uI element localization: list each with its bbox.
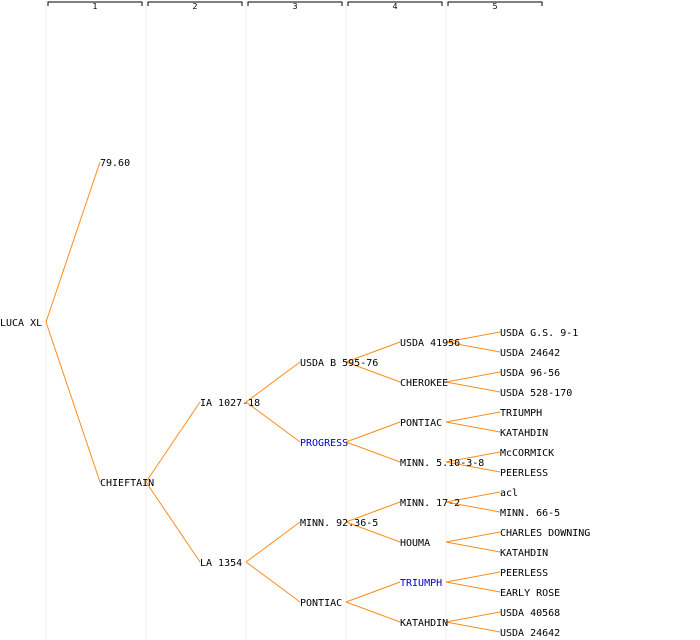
pedigree-node-label: MINN. 5.10-3-8 (400, 458, 484, 469)
pedigree-edge (445, 381, 501, 393)
pedigree-edge (445, 411, 501, 423)
pedigree-node-label: MINN. 17-2 (400, 498, 460, 509)
pedigree-edge (445, 571, 501, 583)
pedigree-node-label: TRIUMPH (400, 578, 442, 589)
pedigree-node-label: KATAHDIN (500, 428, 548, 439)
pedigree-node-label: CHEROKEE (400, 378, 448, 389)
pedigree-node-label: CHIEFTAIN (100, 478, 154, 489)
pedigree-edge (445, 581, 501, 593)
pedigree-node-label: USDA G.S. 9-1 (500, 328, 578, 339)
pedigree-node-label: PEERLESS (500, 568, 548, 579)
pedigree-node-label: USDA 41956 (400, 338, 460, 349)
generation-header-label: 2 (192, 2, 197, 11)
pedigree-node-label: USDA 528-170 (500, 388, 572, 399)
pedigree-edge (145, 481, 201, 563)
pedigree-node-label: KATAHDIN (400, 618, 448, 629)
pedigree-node-label: HOUMA (400, 538, 430, 549)
pedigree-edge (345, 521, 401, 543)
pedigree-node-label: USDA 24642 (500, 628, 560, 639)
pedigree-edge (345, 341, 401, 363)
pedigree-node-label: EARLY ROSE (500, 588, 560, 599)
pedigree-edge (445, 421, 501, 433)
generation-bracket (447, 1, 543, 6)
pedigree-edge (345, 361, 401, 383)
pedigree-edge (445, 371, 501, 383)
generation-header-label: 5 (492, 2, 497, 11)
generation-column-lines (45, 0, 447, 640)
pedigree-edge (345, 501, 401, 523)
pedigree-node-label: LUCA XL (0, 318, 42, 329)
pedigree-node-label: TRIUMPH (500, 408, 542, 419)
pedigree-edge (445, 451, 501, 463)
pedigree-edge (345, 441, 401, 463)
pedigree-edge (245, 561, 301, 603)
pedigree-node-label: CHARLES DOWNING (500, 528, 590, 539)
generation-bracket (347, 1, 443, 6)
pedigree-edge (445, 331, 501, 343)
pedigree-edge (245, 361, 301, 403)
pedigree-node-label: LA 1354 (200, 558, 242, 569)
pedigree-edge (445, 611, 501, 623)
pedigree-nodes: LUCA XL 79.60 CHIEFTAIN IA 1027-18 USDA B 59… (0, 158, 590, 639)
pedigree-edges (45, 161, 501, 633)
pedigree-edge (445, 531, 501, 543)
pedigree-node-label: PONTIAC (300, 598, 342, 609)
pedigree-edge (345, 581, 401, 603)
pedigree-node-label: KATAHDIN (500, 548, 548, 559)
pedigree-node-label: PROGRESS (300, 438, 348, 449)
generation-bracket (147, 1, 243, 6)
pedigree-node-label: USDA 24642 (500, 348, 560, 359)
pedigree-edge (445, 491, 501, 503)
pedigree-node-label: USDA 96-56 (500, 368, 560, 379)
generation-bracket (247, 1, 343, 6)
generation-header-label: 4 (392, 2, 397, 11)
pedigree-edge (445, 341, 501, 353)
pedigree-node-label: IA 1027-18 (200, 398, 260, 409)
pedigree-edge (445, 621, 501, 633)
pedigree-node-label: MINN. 66-5 (500, 508, 560, 519)
pedigree-edge (345, 601, 401, 623)
pedigree-edge (445, 541, 501, 553)
pedigree-edge (145, 401, 201, 483)
pedigree-node-label: USDA 40568 (500, 608, 560, 619)
generation-header-label: 3 (292, 2, 297, 11)
pedigree-edge (45, 161, 101, 323)
pedigree-node-label: PONTIAC (400, 418, 442, 429)
generation-bracket (47, 1, 143, 6)
pedigree-node-label: McCORMICK (500, 448, 554, 459)
pedigree-node-label: 79.60 (100, 158, 130, 169)
pedigree-node-label: acl (500, 488, 518, 499)
pedigree-edge (345, 421, 401, 443)
generation-header-label: 1 (92, 2, 97, 11)
pedigree-edge (445, 461, 501, 473)
pedigree-node-label: MINN. 92.36-5 (300, 518, 378, 529)
pedigree-edge (445, 501, 501, 513)
pedigree-edge (245, 401, 301, 443)
pedigree-node-label: PEERLESS (500, 468, 548, 479)
generation-headers: 1 2 3 4 5 (47, 1, 543, 11)
pedigree-node-label: USDA B 595-76 (300, 358, 378, 369)
pedigree-edge (245, 521, 301, 563)
pedigree-edge (45, 321, 101, 483)
